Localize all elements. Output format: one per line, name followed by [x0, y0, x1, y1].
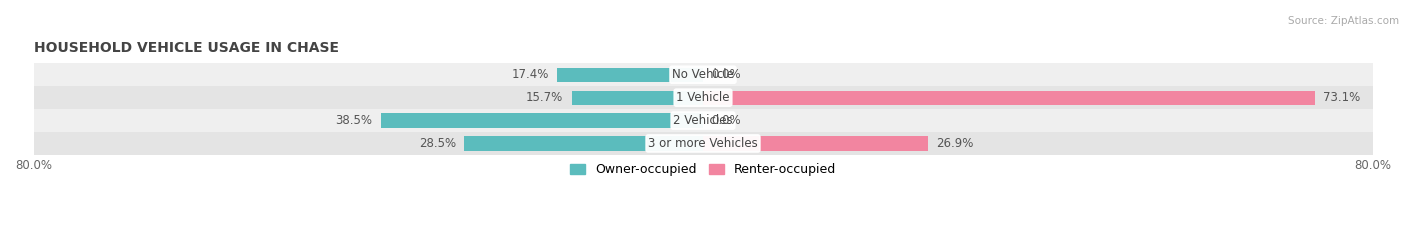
Bar	[703, 91, 1315, 105]
Bar	[34, 63, 1372, 86]
Bar	[464, 136, 703, 151]
Bar	[381, 113, 703, 128]
Text: 73.1%: 73.1%	[1323, 91, 1361, 104]
Text: HOUSEHOLD VEHICLE USAGE IN CHASE: HOUSEHOLD VEHICLE USAGE IN CHASE	[34, 41, 339, 55]
Bar	[34, 86, 1372, 109]
Text: Source: ZipAtlas.com: Source: ZipAtlas.com	[1288, 16, 1399, 26]
Text: 2 Vehicles: 2 Vehicles	[673, 114, 733, 127]
Text: 15.7%: 15.7%	[526, 91, 564, 104]
Bar	[34, 109, 1372, 132]
Text: No Vehicle: No Vehicle	[672, 68, 734, 81]
Bar	[34, 132, 1372, 155]
Legend: Owner-occupied, Renter-occupied: Owner-occupied, Renter-occupied	[569, 163, 837, 176]
Text: 26.9%: 26.9%	[936, 137, 974, 150]
Text: 38.5%: 38.5%	[336, 114, 373, 127]
Bar	[572, 91, 703, 105]
Text: 3 or more Vehicles: 3 or more Vehicles	[648, 137, 758, 150]
Text: 1 Vehicle: 1 Vehicle	[676, 91, 730, 104]
Text: 28.5%: 28.5%	[419, 137, 456, 150]
Text: 17.4%: 17.4%	[512, 68, 548, 81]
Bar	[557, 68, 703, 82]
Text: 0.0%: 0.0%	[711, 68, 741, 81]
Bar	[703, 136, 928, 151]
Text: 0.0%: 0.0%	[711, 114, 741, 127]
